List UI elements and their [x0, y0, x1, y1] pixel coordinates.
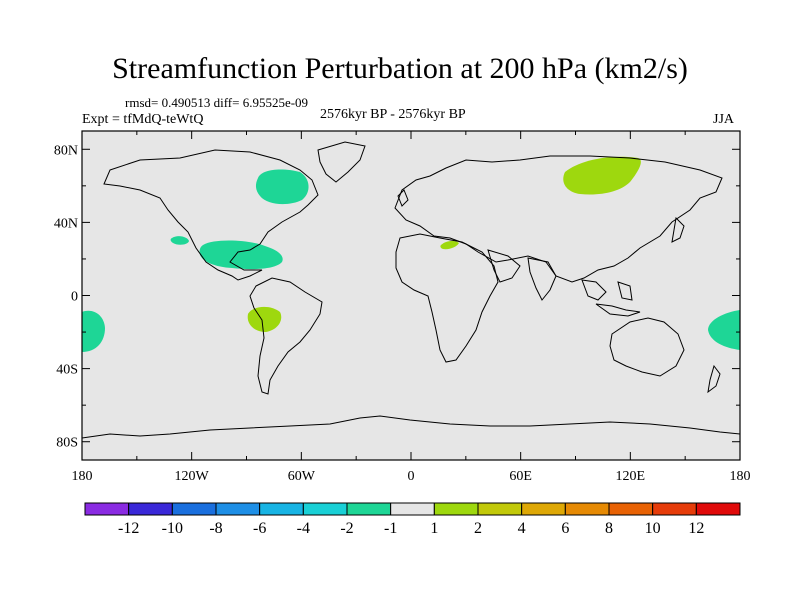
- colorbar-label: 8: [605, 520, 613, 537]
- lat-tick-label: 40S: [56, 363, 78, 378]
- anomaly-gulf-caribbean: [199, 240, 283, 270]
- lon-tick-label: 120E: [616, 469, 646, 484]
- map-background: [82, 131, 740, 460]
- anomaly-sw-pacific-east: [708, 310, 740, 350]
- colorbar-swatch: [215, 502, 261, 516]
- colorbar-label: 12: [688, 520, 704, 537]
- colorbar-label: -8: [209, 520, 222, 537]
- lon-tick-label: 60W: [288, 469, 316, 484]
- colorbar: [84, 502, 741, 516]
- colorbar-label: 2: [474, 520, 482, 537]
- period-label: 2576kyr BP - 2576kyr BP: [320, 107, 466, 122]
- stats-label: rmsd= 0.490513 diff= 6.95525e-09: [125, 95, 309, 110]
- axis-labels: 180 120W 60W 0 60E 120E 180 80N 40N 0 40S 80S: [54, 143, 751, 484]
- coastlines: [82, 141, 740, 439]
- colorbar-swatch: [608, 502, 654, 516]
- lon-tick-label: 180: [72, 469, 93, 484]
- colorbar-swatch: [390, 502, 435, 516]
- colorbar-swatch: [433, 502, 479, 516]
- colorbar-label: -6: [253, 520, 266, 537]
- season-label: JJA: [713, 112, 735, 127]
- colorbar-swatch: [128, 502, 173, 516]
- lat-tick-label: 80S: [56, 436, 78, 451]
- plot-title: Streamfunction Perturbation at 200 hPa (…: [112, 52, 688, 85]
- colorbar-label: -2: [340, 520, 353, 537]
- colorbar-label: -10: [162, 520, 183, 537]
- anomaly-north-america: [255, 169, 309, 205]
- anomaly-sw-pacific-west: [82, 310, 105, 352]
- colorbar-label: 10: [645, 520, 661, 537]
- colorbar-swatch: [652, 502, 697, 516]
- colorbar-swatch: [521, 502, 566, 516]
- lon-tick-label: 0: [408, 469, 415, 484]
- colorbar-labels: -12 -10 -8 -6 -4 -2 -1 1 2 4 6 8 10 12: [118, 520, 704, 537]
- anomaly-siberia: [563, 156, 641, 195]
- axis-ticks: [81, 131, 741, 460]
- lat-tick-label: 0: [71, 290, 78, 305]
- anomaly-peru: [247, 306, 282, 332]
- anomaly-north-africa: [440, 240, 459, 250]
- colorbar-label: -12: [118, 520, 139, 537]
- colorbar-swatch: [695, 502, 741, 516]
- lon-tick-label: 120W: [175, 469, 210, 484]
- colorbar-swatch: [477, 502, 523, 516]
- lat-tick-label: 40N: [54, 216, 78, 231]
- anomaly-shading: [82, 141, 740, 439]
- lon-tick-label: 180: [730, 469, 751, 484]
- anomaly-east-pacific-small: [170, 236, 189, 245]
- colorbar-swatch: [259, 502, 304, 516]
- experiment-label: Expt = tfMdQ-teWtQ: [82, 112, 204, 127]
- colorbar-label: -4: [297, 520, 310, 537]
- lon-tick-label: 60E: [509, 469, 532, 484]
- colorbar-swatch: [346, 502, 392, 516]
- colorbar-swatch: [171, 502, 217, 516]
- colorbar-swatch: [564, 502, 610, 516]
- colorbar-swatch: [84, 502, 130, 516]
- lat-tick-label: 80N: [54, 143, 78, 158]
- colorbar-label: 4: [518, 520, 526, 537]
- colorbar-label: 1: [430, 520, 438, 537]
- colorbar-swatch: [302, 502, 348, 516]
- colorbar-label: 6: [561, 520, 569, 537]
- colorbar-label: -1: [384, 520, 397, 537]
